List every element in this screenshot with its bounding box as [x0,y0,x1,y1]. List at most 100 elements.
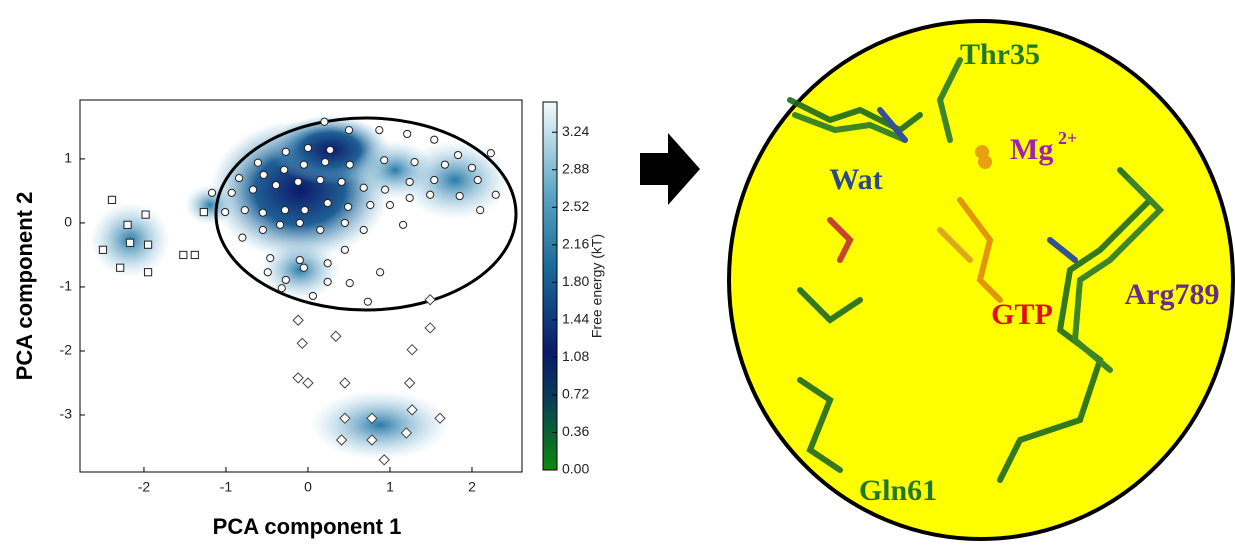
ion-label: Mg [1010,133,1053,166]
point [431,136,438,143]
colorbar-label: Free energy (kT) [589,234,605,338]
point [321,118,328,125]
colorbar-tick-label: 2.16 [562,236,589,252]
point [456,192,463,199]
point [441,161,448,168]
colorbar-tick-label: 1.08 [562,348,589,364]
point [235,175,242,182]
ion-charge: 2+ [1058,128,1077,148]
point [338,178,345,185]
colorbar-tick-label: 0.72 [562,386,589,402]
point [142,211,149,218]
point [341,219,348,226]
point [191,251,198,258]
point [468,164,475,171]
colorbar-tick-label: 0.00 [562,461,589,477]
colorbar-tick-label: 0.36 [562,423,589,439]
point [399,221,406,228]
point [487,150,494,157]
point [259,209,266,216]
point [406,178,413,185]
colorbar-tick-label: 1.44 [562,311,589,327]
point [304,144,311,151]
point [200,208,207,215]
point [278,285,285,292]
point [267,255,274,262]
point [317,226,324,233]
y-axis-label: PCA component 2 [12,192,37,381]
point [324,199,331,206]
x-axis-label: PCA component 1 [213,514,402,539]
residue-label: Thr35 [960,38,1040,71]
point [282,276,289,283]
point [454,151,461,158]
colorbar [543,102,557,470]
point [295,178,302,185]
point [364,298,371,305]
point [296,219,303,226]
figure: Free energy (kT) PCA component 1 PCA com… [0,0,1235,544]
point [345,126,352,133]
point [281,207,288,214]
residue-label: Gln61 [859,474,937,507]
y-tick-label: -2 [60,342,73,358]
point [260,171,267,178]
point [367,201,374,208]
point [324,278,331,285]
y-tick-label: 1 [64,150,72,166]
point [254,159,261,166]
point [264,269,271,276]
point [309,292,316,299]
point [474,176,481,183]
point [381,186,388,193]
point [126,239,133,246]
point [99,246,106,253]
point [259,226,266,233]
point [376,126,383,133]
point [241,207,248,214]
point [341,246,348,253]
y-tick-label: 0 [64,214,72,230]
arrow [640,133,700,205]
point [282,148,289,155]
x-tick-label: -2 [138,479,151,495]
point [411,159,418,166]
point [117,264,124,271]
point [108,196,115,203]
residue-label: Arg789 [1125,278,1220,311]
point [404,130,411,137]
point [345,203,352,210]
water-label: Wat [829,163,882,196]
point [296,256,303,263]
point [360,226,367,233]
point [124,221,131,228]
point [492,191,499,198]
point [272,182,279,189]
colorbar-tick-label: 2.52 [562,198,589,214]
point [377,269,384,276]
point [386,201,393,208]
colorbar-tick-label: 3.24 [562,123,589,139]
point [477,207,484,214]
point [180,251,187,258]
x-tick-label: -1 [220,479,233,495]
point [228,189,235,196]
x-tick-label: 2 [468,479,476,495]
point [431,176,438,183]
point [346,161,353,168]
point [300,264,307,271]
point [144,269,151,276]
point [276,221,283,228]
point [249,186,256,193]
point [327,146,334,153]
point [381,157,388,164]
point [406,194,413,201]
point [346,280,353,287]
point [144,241,151,248]
x-tick-label: 1 [386,479,394,495]
point [322,159,329,166]
point [317,176,324,183]
point [301,207,308,214]
ligand-label: GTP [991,298,1053,331]
point [360,184,367,191]
